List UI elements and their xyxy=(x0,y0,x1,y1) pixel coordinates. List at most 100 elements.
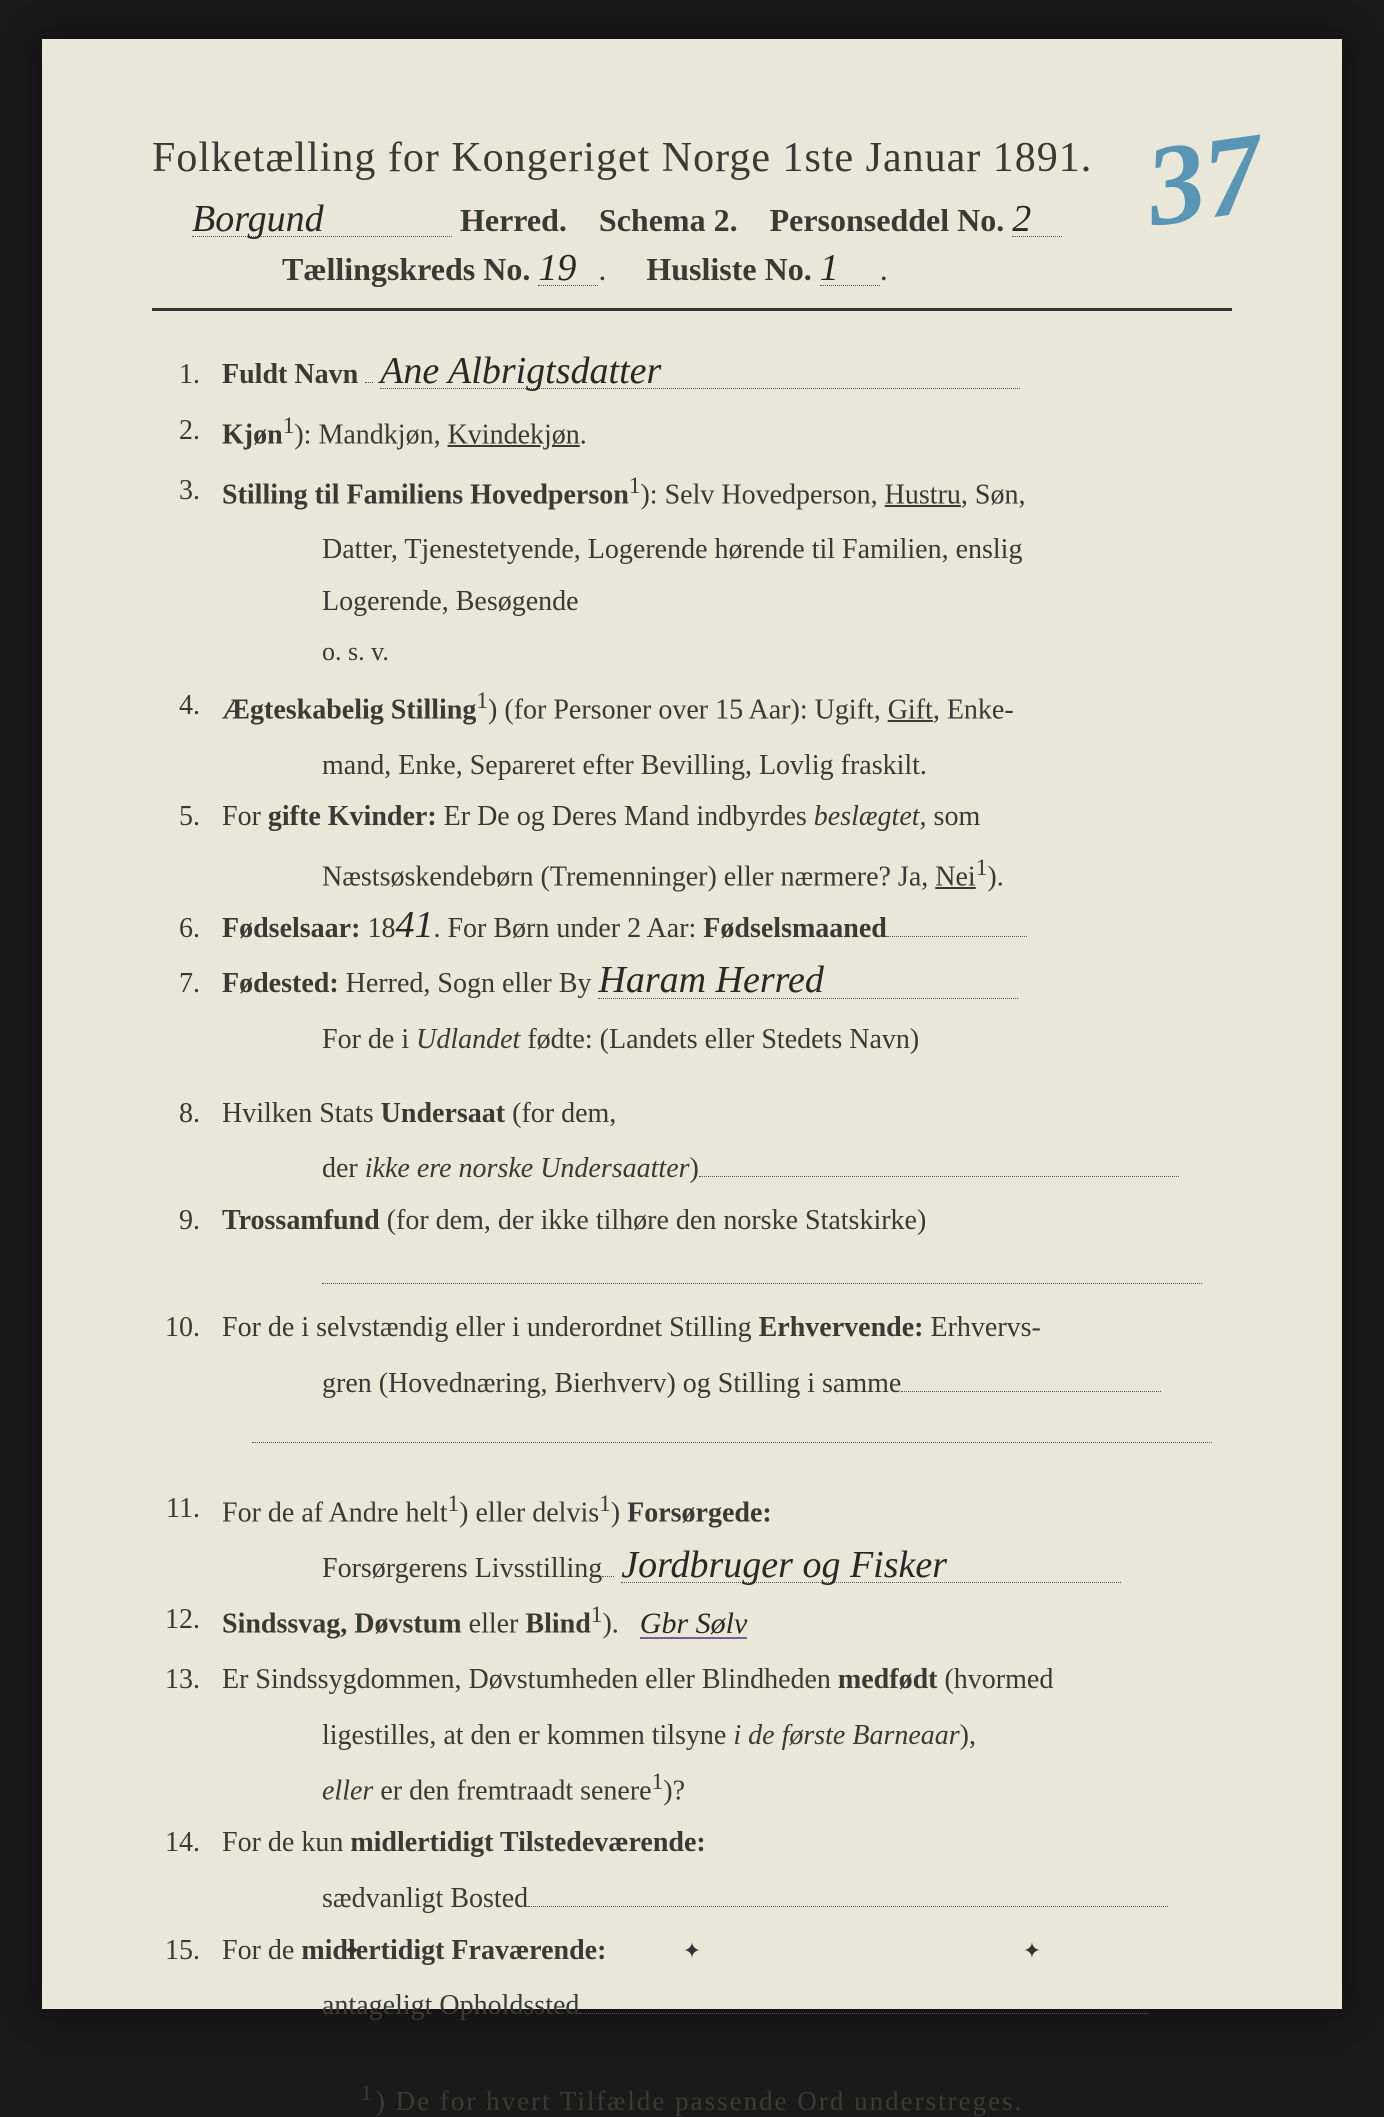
item-body: Sindssvag, Døvstum eller Blind1). Gbr Sø… xyxy=(222,1596,1232,1648)
q14-cont1-text: sædvanligt Bosted xyxy=(322,1883,528,1914)
q10-text-b: Erhvervs- xyxy=(923,1312,1040,1343)
q7-cont1-b: fødte: (Landets eller Stedets Navn) xyxy=(520,1024,919,1055)
q4-underlined: Gift xyxy=(888,694,933,725)
herred-label: Herred. xyxy=(460,202,567,238)
document-paper: 37 Folketælling for Kongeriget Norge 1st… xyxy=(42,39,1342,2009)
item-body: Stilling til Familiens Hovedperson1): Se… xyxy=(222,467,1232,519)
q9-label: Trossamfund xyxy=(222,1205,380,1236)
item-body: For de kun midlertidigt Tilstedeværende: xyxy=(222,1819,1232,1867)
header-line-3: Tællingskreds No. 19. Husliste No. 1. xyxy=(152,251,1232,288)
q6-year-hand: 41 xyxy=(395,908,433,942)
q5-pre: For xyxy=(222,801,268,832)
item-number: 9. xyxy=(152,1197,222,1245)
q13-text-a: Er Sindssygdommen, Døvstumheden eller Bl… xyxy=(222,1664,838,1695)
q13-cont1: ligestilles, at den er kommen tilsyne i … xyxy=(152,1712,1232,1760)
item-number: 3. xyxy=(152,467,222,519)
q6-text-a: . For Børn under 2 Aar: xyxy=(433,913,703,944)
q9-blank xyxy=(152,1252,1232,1300)
q13-label2: fremtraadt senere xyxy=(457,1776,652,1807)
sup: 1 xyxy=(976,855,988,881)
q13-italic2: eller xyxy=(322,1776,373,1807)
item-13: 13. Er Sindssygdommen, Døvstumheden elle… xyxy=(152,1656,1232,1704)
item-body: Fødested: Herred, Sogn eller By Haram He… xyxy=(222,960,1232,1008)
item-body: For gifte Kvinder: Er De og Deres Mand i… xyxy=(222,793,1232,841)
hole-mark: ✦ xyxy=(683,1938,701,1964)
q8-cont1-a: der xyxy=(322,1153,365,1184)
item-12: 12. Sindssvag, Døvstum eller Blind1). Gb… xyxy=(152,1596,1232,1648)
q13-cont1-b: ), xyxy=(960,1720,976,1751)
q12-hand: Gbr Sølv xyxy=(640,1610,748,1639)
q7-hand: Haram Herred xyxy=(598,963,1018,998)
q12-text-a: eller xyxy=(462,1609,526,1640)
q2-underlined: Kvindekjøn xyxy=(448,419,580,450)
item-body: Ægteskabelig Stilling1) (for Personer ov… xyxy=(222,682,1232,734)
sup: 1 xyxy=(476,688,488,714)
q11-hand: Jordbruger og Fisker xyxy=(621,1548,1121,1583)
item-number: 6. xyxy=(152,905,222,953)
q6-label: Fødselsaar: xyxy=(222,913,360,944)
header-line-2: Borgund Herred. Schema 2. Personseddel N… xyxy=(152,202,1232,239)
item-number: 2. xyxy=(152,407,222,459)
item-1: 1. Fuldt Navn Ane Albrigtsdatter xyxy=(152,351,1232,399)
footnote-sup: 1 xyxy=(361,2080,376,2105)
q12-label: Sindssvag, Døvstum xyxy=(222,1609,462,1640)
q2-text: ): Mandkjøn, xyxy=(294,419,447,450)
q8-cont1-b: ) xyxy=(690,1153,699,1184)
item-body: Er Sindssygdommen, Døvstumheden eller Bl… xyxy=(222,1656,1232,1704)
q4-cont1: mand, Enke, Separeret efter Bevilling, L… xyxy=(152,742,1232,790)
q4-text-a: ) (for Personer over 15 Aar): Ugift, xyxy=(488,694,888,725)
q11-cont1-a: Forsørgerens Livsstilling xyxy=(322,1553,602,1584)
hole-mark: ✦ xyxy=(1023,1938,1041,1964)
q14-label: midlertidigt Tilstedeværende: xyxy=(350,1827,705,1858)
personseddel-no: 2 xyxy=(1012,202,1062,237)
q5-cont1: Næstsøskendebørn (Tremenninger) eller næ… xyxy=(152,849,1232,901)
item-5: 5. For gifte Kvinder: Er De og Deres Man… xyxy=(152,793,1232,841)
q13-cont2: eller er den fremtraadt senere1)? xyxy=(152,1763,1232,1815)
q2-end: . xyxy=(580,419,587,450)
q3-cont1: Datter, Tjenestetyende, Logerende hørend… xyxy=(152,526,1232,574)
q11-cont1: Forsørgerens Livsstilling Jordbruger og … xyxy=(152,1545,1232,1593)
q13-cont2-b: er den xyxy=(373,1776,456,1807)
q8-text-a: Hvilken Stats xyxy=(222,1098,381,1129)
q10-cont1-text: gren (Hovednæring, Bierhverv) og Stillin… xyxy=(322,1368,901,1399)
sup: 1 xyxy=(448,1491,460,1517)
herred-handwritten: Borgund xyxy=(192,202,452,237)
q4-text-b: , Enke- xyxy=(933,694,1014,725)
q3-label: Stilling til Familiens Hovedperson xyxy=(222,479,629,510)
q14-text-a: For de kun xyxy=(222,1827,350,1858)
q5-text-b: , som xyxy=(920,801,981,832)
item-14: 14. For de kun midlertidigt Tilstedevære… xyxy=(152,1819,1232,1867)
item-10: 10. For de i selvstændig eller i underor… xyxy=(152,1304,1232,1352)
q5-label: gifte Kvinder: xyxy=(268,801,437,832)
sup: 1 xyxy=(629,473,641,499)
q15-cont1: antageligt Opholdssted xyxy=(152,1982,1232,2030)
q14-cont1: sædvanligt Bosted xyxy=(152,1875,1232,1923)
q13-cont1-a: ligestilles, at den er kommen tilsyne xyxy=(322,1720,733,1751)
q3-cont2: Logerende, Besøgende xyxy=(152,578,1232,626)
divider-rule xyxy=(152,308,1232,311)
q1-label: Fuldt Navn xyxy=(222,359,358,390)
item-body: Hvilken Stats Undersaat (for dem, xyxy=(222,1090,1232,1138)
q8-italic: ikke ere norske Undersaatter xyxy=(365,1153,690,1184)
q11-text-c: ) xyxy=(611,1497,627,1528)
q12-text-b: ). xyxy=(602,1609,618,1640)
q10-label: Erhvervende: xyxy=(759,1312,924,1343)
sup: 1 xyxy=(652,1769,664,1795)
tk-label: Tællingskreds No. xyxy=(282,251,530,287)
q5-cont1-a: Næstsøskendebørn (Tremenninger) eller næ… xyxy=(322,861,935,892)
binding-marks: ✦ ✦ ✦ xyxy=(42,1938,1342,1964)
q9-text: (for dem, der ikke tilhøre den norske St… xyxy=(380,1205,927,1236)
q10-cont1: gren (Hovednæring, Bierhverv) og Stillin… xyxy=(152,1360,1232,1408)
item-3: 3. Stilling til Familiens Hovedperson1):… xyxy=(152,467,1232,519)
item-number: 1. xyxy=(152,351,222,399)
q6-year-prefix: 18 xyxy=(360,913,395,944)
q12-label2: Blind xyxy=(525,1609,590,1640)
item-number: 12. xyxy=(152,1596,222,1648)
q5-italic: beslægtet xyxy=(814,801,920,832)
q13-italic1: i de første Barneaar xyxy=(733,1720,959,1751)
q8-cont1: der ikke ere norske Undersaatter) xyxy=(152,1145,1232,1193)
husliste-no: 1 xyxy=(820,251,880,286)
q13-label: medfødt xyxy=(838,1664,938,1695)
q3-text-a: ): Selv Hovedperson, xyxy=(640,479,884,510)
q11-text-a: For de af Andre helt xyxy=(222,1497,448,1528)
